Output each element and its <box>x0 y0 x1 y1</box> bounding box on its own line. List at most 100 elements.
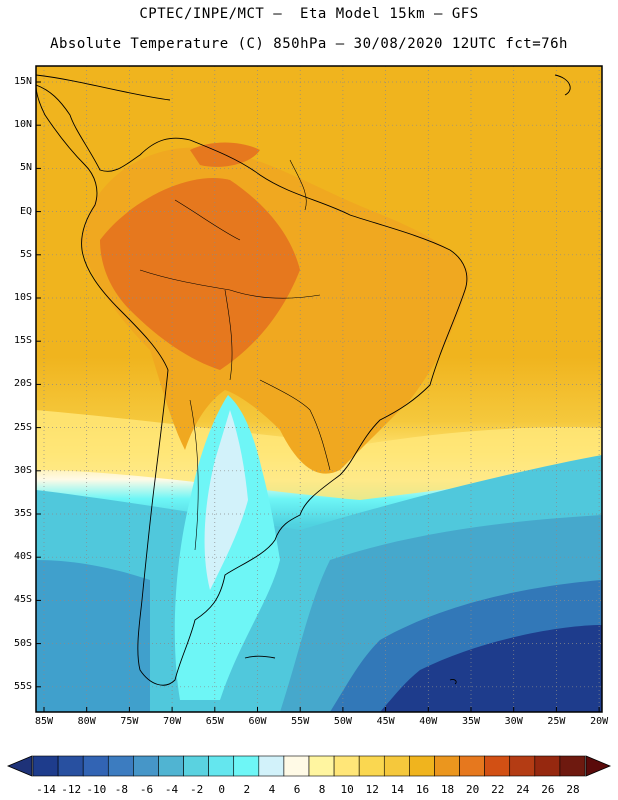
lon-label: 85W <box>34 716 54 727</box>
coastlines <box>36 74 571 686</box>
lon-label: 80W <box>77 716 96 727</box>
colorbar-box <box>32 755 59 777</box>
colorbar-box <box>183 755 209 777</box>
south-america-coast <box>36 84 468 686</box>
lat-label: 25S <box>13 421 32 433</box>
lat-label: 15N <box>13 76 32 87</box>
title-line-2: Absolute Temperature (C) 850hPa – 30/08/… <box>50 36 568 52</box>
colorbar-box <box>459 755 485 777</box>
lat-label: 10S <box>13 292 32 303</box>
map-frame <box>35 65 603 713</box>
hot-interior <box>100 178 300 370</box>
temperature-field <box>36 66 602 712</box>
lon-label: 40W <box>419 716 438 727</box>
lat-label: 20S <box>13 378 32 390</box>
border-3 <box>174 199 241 241</box>
lon-label: 20W <box>590 716 609 727</box>
colorbar-tick-label: 0 <box>218 783 226 796</box>
colorbar-tick-label: 8 <box>318 783 326 796</box>
colorbar-boxes <box>32 755 586 777</box>
colorbar-tick-label: 28 <box>566 783 580 796</box>
colorbar-left-arrow <box>6 755 33 777</box>
colorbar-box <box>308 755 335 777</box>
lon-label: 30W <box>504 716 523 727</box>
colorbar-tick-label: 2 <box>243 783 251 796</box>
colorbar-box <box>559 755 586 777</box>
colorbar-tick-label: 20 <box>466 783 480 796</box>
colorbar-tick-label: 26 <box>541 783 555 796</box>
colorbar-tick-label: -8 <box>114 783 128 796</box>
lon-label: 25W <box>547 716 566 727</box>
colorbar-box <box>158 755 184 777</box>
south-georgia <box>449 679 457 685</box>
lat-label: EQ <box>19 205 32 217</box>
pacific-cold <box>36 560 150 712</box>
lon-label: 75W <box>120 716 139 727</box>
colorbar-box <box>57 755 84 777</box>
colorbar-box <box>82 755 109 777</box>
colorbar-tick-label: -14 <box>36 783 57 796</box>
lon-label: 55W <box>291 716 310 727</box>
lat-label: 50S <box>13 637 32 649</box>
colorbar-tick-label: -10 <box>86 783 107 796</box>
colorbar-box <box>283 755 310 777</box>
border-6 <box>289 159 307 211</box>
coldest-ocean <box>380 625 602 712</box>
caribbean-coast <box>36 74 171 101</box>
lon-label: 45W <box>376 716 395 727</box>
country-borders <box>139 159 331 551</box>
lat-label: 35S <box>13 508 32 519</box>
border-2 <box>224 289 233 381</box>
border-4 <box>259 379 331 471</box>
colorbar-box <box>133 755 159 777</box>
colorbar-box <box>509 755 536 777</box>
colorbar-tick-label: 16 <box>415 783 430 796</box>
colorbar-box <box>358 755 385 777</box>
colorbar-box <box>434 755 460 777</box>
colorbar-tick-label: -6 <box>139 783 154 796</box>
colorbar-tick-label: 4 <box>268 783 276 796</box>
colorbar-box <box>534 755 561 777</box>
lat-label: 40S <box>13 551 32 563</box>
colorbar-tick-label: 10 <box>340 783 354 796</box>
colorbar-box <box>208 755 235 777</box>
colorbar-box <box>409 755 435 777</box>
colorbar-right-arrow <box>585 755 612 777</box>
lat-label: 55S <box>13 680 32 692</box>
border-5 <box>189 399 199 551</box>
lon-label: 35W <box>461 716 481 727</box>
colorbar-box <box>484 755 511 777</box>
lon-label: 50W <box>333 716 352 727</box>
lat-label: 5S <box>19 248 32 260</box>
lat-label: 45S <box>13 594 32 606</box>
colorbar-tick-label: -4 <box>164 783 179 796</box>
axis-ticks <box>36 81 600 712</box>
colorbar-box <box>333 755 360 777</box>
lat-label: 5N <box>19 162 32 174</box>
colorbar-tick-label: 6 <box>293 783 301 796</box>
falklands <box>244 655 276 659</box>
cold-tongue-core <box>204 410 248 590</box>
island-coast <box>554 74 571 96</box>
colorbar-box <box>233 755 260 777</box>
colorbar-tick-label: -2 <box>190 783 204 796</box>
title-line-1: CPTEC/INPE/MCT – Eta Model 15km – GFS <box>139 6 479 22</box>
lon-label: 70W <box>163 716 182 727</box>
colorbar-box <box>258 755 285 777</box>
colorbar-tick-label: 14 <box>390 783 404 796</box>
border-1 <box>139 269 321 299</box>
lat-label: 15S <box>13 335 32 347</box>
lat-label: 30S <box>13 464 32 476</box>
lon-label: 60W <box>248 716 267 727</box>
colorbar-box <box>107 755 134 777</box>
colorbar <box>6 755 612 777</box>
colorbar-tick-label: 24 <box>516 783 530 796</box>
colorbar-tick-label: 22 <box>491 783 505 796</box>
colorbar-box <box>383 755 410 777</box>
colorbar-tick-label: 18 <box>440 783 455 796</box>
lat-label: 10N <box>13 119 32 131</box>
colorbar-tick-label: -12 <box>61 783 82 796</box>
lon-label: 65W <box>205 716 224 727</box>
colorbar-tick-label: 12 <box>365 783 379 796</box>
